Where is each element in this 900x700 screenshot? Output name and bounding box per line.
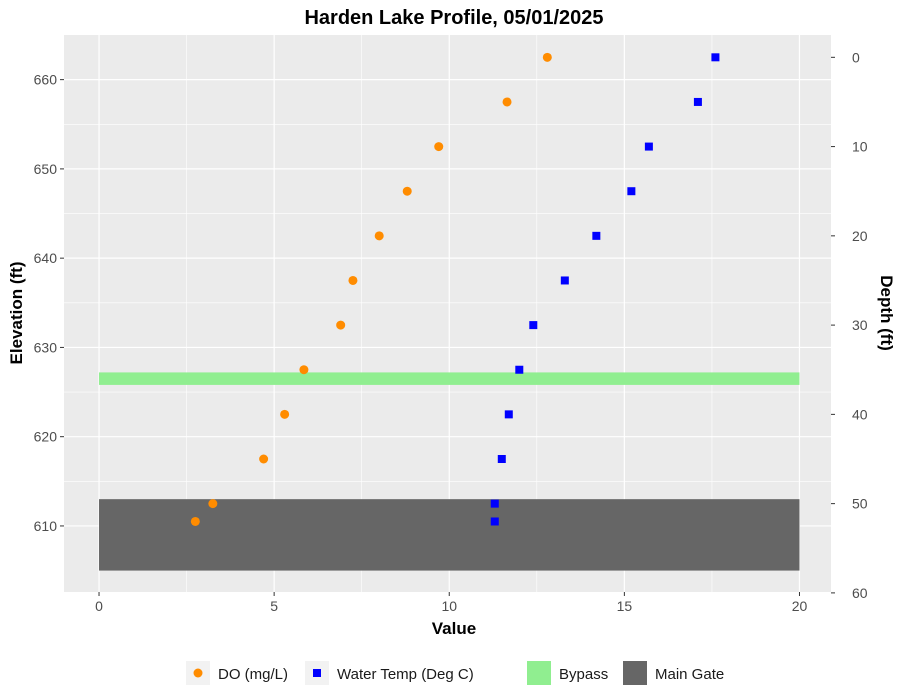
y2-tick-label: 60: [852, 585, 868, 601]
x-tick-label: 5: [270, 598, 278, 614]
y2-tick-label: 0: [852, 49, 860, 65]
y-tick-label: 640: [34, 250, 58, 266]
legend-item-water-temp: Water Temp (Deg C): [305, 661, 474, 685]
data-point-do: [434, 142, 444, 152]
data-point-do: [336, 320, 346, 330]
data-point-do: [280, 409, 290, 419]
data-point-do: [374, 231, 384, 241]
legend-key-main-gate: [623, 661, 647, 685]
data-point-do: [542, 52, 552, 62]
data-point-water-temp: [592, 231, 601, 240]
y2-tick-label: 50: [852, 496, 868, 512]
data-point-do: [348, 275, 358, 285]
legend-item-do: DO (mg/L): [186, 661, 288, 685]
x-axis-ticks: 0 5 10 15 20: [95, 592, 807, 614]
point-layer: [190, 52, 720, 526]
x-tick-label: 15: [617, 598, 633, 614]
data-point-do: [299, 365, 309, 375]
legend-label-bypass: Bypass: [559, 666, 608, 683]
y2-tick-label: 20: [852, 228, 868, 244]
legend-label-do: DO (mg/L): [218, 666, 288, 683]
data-point-do: [402, 186, 412, 196]
y2-axis-ticks: 0 10 20 30 40 50 60: [831, 49, 868, 601]
data-point-water-temp: [497, 454, 506, 463]
band-layer: [99, 372, 800, 571]
y-axis-ticks: 610 620 630 640 650 660: [34, 72, 64, 534]
legend-item-bypass: Bypass: [527, 661, 608, 685]
legend-label-water-temp: Water Temp (Deg C): [337, 666, 474, 683]
band-bypass: [99, 372, 800, 385]
legend: DO (mg/L) Water Temp (Deg C) Bypass Main…: [186, 661, 724, 685]
x-tick-label: 0: [95, 598, 103, 614]
data-point-do: [502, 97, 512, 107]
data-point-water-temp: [490, 517, 499, 526]
legend-item-main-gate: Main Gate: [623, 661, 724, 685]
legend-marker-do: [193, 668, 203, 678]
y2-tick-label: 10: [852, 139, 868, 155]
legend-key-bypass: [527, 661, 551, 685]
x-tick-label: 10: [441, 598, 457, 614]
data-point-water-temp: [515, 365, 524, 374]
data-point-water-temp: [490, 499, 499, 508]
y2-tick-label: 40: [852, 406, 868, 422]
y-tick-label: 630: [34, 339, 58, 355]
legend-label-main-gate: Main Gate: [655, 666, 724, 683]
legend-marker-water-temp: [313, 669, 321, 677]
y-tick-label: 660: [34, 72, 58, 88]
band-main-gate: [99, 499, 800, 571]
y2-tick-label: 30: [852, 317, 868, 333]
chart-title: Harden Lake Profile, 05/01/2025: [304, 7, 603, 29]
data-point-do: [259, 454, 269, 464]
data-point-water-temp: [644, 142, 653, 151]
data-point-water-temp: [529, 321, 538, 330]
data-point-do: [190, 516, 200, 526]
y-tick-label: 650: [34, 161, 58, 177]
data-point-water-temp: [627, 187, 636, 196]
x-tick-label: 20: [792, 598, 808, 614]
y-tick-label: 620: [34, 429, 58, 445]
data-point-water-temp: [560, 276, 569, 285]
y-tick-label: 610: [34, 518, 58, 534]
y-axis-title: Elevation (ft): [7, 262, 26, 365]
data-point-do: [208, 499, 218, 509]
x-axis-title: Value: [432, 619, 476, 638]
data-point-water-temp: [693, 97, 702, 106]
data-point-water-temp: [504, 410, 513, 419]
y2-axis-title: Depth (ft): [877, 275, 896, 351]
data-point-water-temp: [711, 53, 720, 62]
